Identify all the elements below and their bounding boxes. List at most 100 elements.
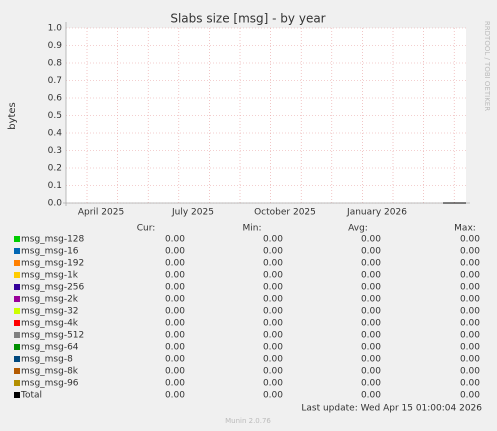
legend-swatch: [14, 296, 20, 302]
legend-value: 0.00: [361, 283, 381, 293]
legend-value: 0.00: [361, 235, 381, 245]
y-tick-label: 0.2: [48, 164, 62, 174]
y-axis-label: bytes: [7, 102, 18, 130]
legend-swatch: [14, 356, 20, 362]
legend-value: 0.00: [263, 319, 283, 329]
legend-value: 0.00: [460, 235, 480, 245]
legend-name: msg_msg-16: [21, 247, 79, 257]
legend-value: 0.00: [460, 247, 480, 257]
y-tick-label: 0.5: [48, 111, 62, 121]
legend-swatch: [14, 392, 20, 398]
legend-value: 0.00: [165, 295, 185, 305]
legend-value: 0.00: [361, 391, 381, 401]
legend-swatch: [14, 248, 20, 254]
legend-value: 0.00: [263, 391, 283, 401]
legend-value: 0.00: [361, 367, 381, 377]
legend-value: 0.00: [361, 343, 381, 353]
y-tick-label: 0.0: [48, 199, 63, 209]
legend-swatch: [14, 344, 20, 350]
legend-swatch: [14, 320, 20, 326]
legend-name: msg_msg-64: [21, 343, 79, 353]
legend-name: msg_msg-2k: [21, 295, 79, 305]
legend-name: msg_msg-192: [21, 259, 84, 269]
legend-value: 0.00: [263, 379, 283, 389]
legend-value: 0.00: [460, 355, 480, 365]
y-tick-label: 0.8: [48, 59, 63, 69]
legend-name: msg_msg-1k: [21, 271, 79, 281]
x-tick-label: April 2025: [78, 208, 124, 218]
footer: Munin 2.0.76: [225, 417, 271, 425]
legend-value: 0.00: [460, 379, 480, 389]
x-tick-label: January 2026: [346, 208, 407, 218]
legend-value: 0.00: [165, 247, 185, 257]
legend-name: msg_msg-96: [21, 379, 79, 389]
legend-value: 0.00: [263, 367, 283, 377]
legend-value: 0.00: [361, 331, 381, 341]
legend-value: 0.00: [460, 367, 480, 377]
legend-value: 0.00: [165, 271, 185, 281]
legend-swatch: [14, 308, 20, 314]
legend-value: 0.00: [361, 247, 381, 257]
legend-value: 0.00: [263, 307, 283, 317]
legend-header: Cur:: [137, 224, 156, 234]
y-tick-label: 0.3: [48, 146, 62, 156]
legend-value: 0.00: [165, 235, 185, 245]
legend-value: 0.00: [165, 331, 185, 341]
legend-swatch: [14, 380, 20, 386]
legend-value: 0.00: [165, 283, 185, 293]
legend-name: msg_msg-128: [21, 235, 85, 245]
y-tick-label: 0.1: [48, 181, 62, 191]
legend-value: 0.00: [460, 391, 480, 401]
legend-swatch: [14, 236, 20, 242]
y-tick-label: 0.6: [48, 94, 63, 104]
legend-value: 0.00: [263, 235, 283, 245]
legend-value: 0.00: [165, 391, 185, 401]
legend-name: msg_msg-512: [21, 331, 84, 341]
legend-value: 0.00: [460, 307, 480, 317]
legend-value: 0.00: [165, 355, 185, 365]
y-tick-label: 0.7: [48, 76, 62, 86]
legend-swatch: [14, 260, 20, 266]
legend-swatch: [14, 332, 20, 338]
y-tick-label: 0.4: [48, 129, 63, 139]
chart-title: Slabs size [msg] - by year: [170, 12, 325, 26]
legend-value: 0.00: [460, 271, 480, 281]
legend-value: 0.00: [263, 259, 283, 269]
legend-value: 0.00: [263, 355, 283, 365]
legend-header: Avg:: [348, 224, 368, 234]
legend-header: Max:: [454, 224, 476, 234]
legend-value: 0.00: [361, 271, 381, 281]
legend-value: 0.00: [263, 283, 283, 293]
legend-value: 0.00: [263, 343, 283, 353]
legend-swatch: [14, 272, 20, 278]
legend-value: 0.00: [460, 259, 480, 269]
legend-name: msg_msg-32: [21, 307, 79, 317]
legend-value: 0.00: [263, 331, 283, 341]
legend-name: msg_msg-4k: [21, 319, 79, 329]
legend-name: msg_msg-8k: [21, 367, 79, 377]
legend-value: 0.00: [460, 319, 480, 329]
legend-value: 0.00: [460, 283, 480, 293]
x-tick-label: October 2025: [254, 208, 316, 218]
legend-value: 0.00: [165, 367, 185, 377]
legend-value: 0.00: [263, 247, 283, 257]
legend-value: 0.00: [165, 307, 185, 317]
legend-value: 0.00: [460, 343, 480, 353]
legend-value: 0.00: [263, 271, 283, 281]
legend-value: 0.00: [361, 355, 381, 365]
legend-value: 0.00: [361, 379, 381, 389]
legend-value: 0.00: [165, 259, 185, 269]
y-tick-label: 0.9: [48, 41, 63, 51]
legend-header: Min:: [242, 224, 261, 234]
legend-value: 0.00: [165, 319, 185, 329]
last-update: Last update: Wed Apr 15 01:00:04 2026: [301, 404, 482, 414]
legend-name: msg_msg-256: [21, 283, 85, 293]
legend-value: 0.00: [361, 295, 381, 305]
legend-value: 0.00: [361, 319, 381, 329]
legend-value: 0.00: [460, 295, 480, 305]
legend-swatch: [14, 368, 20, 374]
legend-value: 0.00: [263, 295, 283, 305]
legend-name: msg_msg-8: [21, 355, 73, 365]
watermark: RRDTOOL / TOBI OETIKER: [483, 21, 491, 111]
